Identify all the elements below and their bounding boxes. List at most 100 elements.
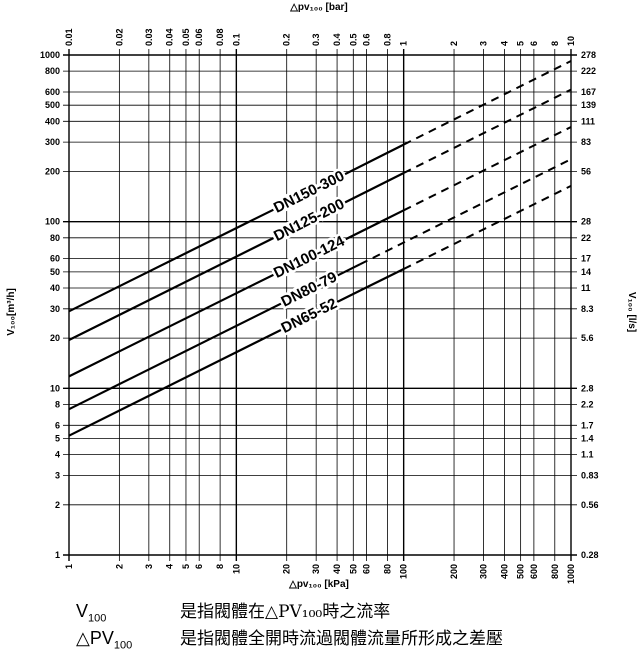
x-bottom-tick-label: 1 [64, 564, 74, 569]
y-left-tick-label: 10 [50, 383, 60, 393]
y-right-tick-label: 56 [581, 166, 591, 176]
x-bottom-tick-label: 10 [231, 564, 241, 574]
y-right-tick-label: 22 [581, 233, 591, 243]
y-right-tick-label: 167 [581, 87, 596, 97]
x-top-tick-label: 4 [499, 41, 509, 46]
x-top-tick-label: 1 [399, 41, 409, 46]
y-right-tick-label: 0.83 [581, 470, 599, 480]
bottom-axis-title: △pv₁₀₀ [kPa] [288, 579, 349, 590]
x-top-tick-label: 0.3 [311, 33, 321, 46]
y-left-tick-label: 20 [50, 333, 60, 343]
x-bottom-tick-label: 1000 [566, 564, 576, 584]
grid [63, 49, 577, 561]
y-right-tick-label: 1.7 [581, 420, 594, 430]
series-line-dn150-300 [68, 143, 405, 313]
series-line-dashed-dn100-124 [403, 126, 572, 212]
right-axis-title: V₁₀₀ [l/s] [626, 292, 637, 332]
series-line-dashed-dn150-300 [403, 60, 572, 146]
x-top-tick-label: 0.2 [282, 33, 292, 46]
x-bottom-tick-label: 80 [382, 564, 392, 574]
x-top-tick-label: 0.6 [362, 33, 372, 46]
x-top-tick-label: 0.06 [194, 28, 204, 46]
y-right-tick-label: 8.3 [581, 304, 594, 314]
x-bottom-tick-label: 3 [144, 564, 154, 569]
x-bottom-tick-label: 30 [311, 564, 321, 574]
legend-text: 是指閥體全開時流過閥體流量所形成之差壓 [180, 629, 503, 649]
series-line-dn65-52 [68, 268, 405, 437]
y-left-tick-label: 60 [50, 254, 60, 264]
y-right-tick-label: 1.4 [581, 434, 594, 444]
x-top-tick-label: 2 [449, 41, 459, 46]
x-bottom-tick-label: 60 [362, 564, 372, 574]
x-bottom-tick-label: 400 [499, 564, 509, 579]
series-line-dn80-79 [68, 263, 361, 411]
curves: DN150-300DN125-200DN100-124DN80-79DN65-5… [68, 60, 572, 437]
series-line-dashed-dn80-79 [359, 158, 572, 266]
series-line-dashed-dn65-52 [403, 185, 572, 270]
x-top-tick-label: 0.4 [332, 33, 342, 46]
y-left-tick-label: 4 [55, 450, 60, 460]
y-right-tick-label: 139 [581, 100, 596, 110]
series-line-dn100-124 [68, 209, 405, 378]
y-right-tick-label: 0.56 [581, 500, 599, 510]
y-left-tick-label: 6 [55, 420, 60, 430]
x-bottom-tick-label: 500 [516, 564, 526, 579]
legend-text: 是指閥體在△PV₁₀₀時之流率 [180, 602, 391, 622]
y-right-tick-label: 2.2 [581, 399, 594, 409]
y-left-tick-label: 1 [55, 550, 60, 560]
x-bottom-tick-label: 40 [332, 564, 342, 574]
y-right-tick-label: 0.28 [581, 550, 599, 560]
x-top-tick-label: 0.1 [231, 33, 241, 46]
y-right-tick-label: 5.6 [581, 333, 594, 343]
x-top-tick-label: 0.05 [181, 28, 191, 46]
x-bottom-tick-label: 5 [181, 564, 191, 569]
y-left-tick-label: 800 [45, 66, 60, 76]
y-right-tick-label: 17 [581, 254, 591, 264]
x-bottom-tick-label: 2 [114, 564, 124, 569]
x-top-tick-label: 0.02 [114, 28, 124, 46]
y-left-tick-label: 40 [50, 283, 60, 293]
y-right-tick-label: 278 [581, 50, 596, 60]
y-right-tick-label: 2.8 [581, 383, 594, 393]
y-right-tick-label: 1.1 [581, 450, 594, 460]
y-left-tick-label: 3 [55, 470, 60, 480]
y-right-tick-label: 83 [581, 137, 591, 147]
x-bottom-tick-label: 100 [399, 564, 409, 579]
x-top-tick-label: 6 [529, 41, 539, 46]
legend-row-velocity: V100 是指閥體在△PV₁₀₀時之流率 [76, 597, 390, 625]
y-right-tick-label: 11 [581, 283, 591, 293]
x-bottom-tick-label: 200 [449, 564, 459, 579]
left-axis-title: V₁₀₀[m³/h] [6, 288, 17, 336]
y-left-tick-label: 2 [55, 500, 60, 510]
y-left-tick-label: 5 [55, 434, 60, 444]
x-top-tick-label: 3 [479, 41, 489, 46]
x-bottom-tick-label: 600 [529, 564, 539, 579]
y-left-tick-label: 400 [45, 116, 60, 126]
y-left-tick-label: 300 [45, 137, 60, 147]
x-top-tick-label: 0.08 [215, 28, 225, 46]
series-line-dn125-200 [68, 172, 405, 341]
x-bottom-tick-label: 300 [479, 564, 489, 579]
x-bottom-tick-label: 4 [165, 564, 175, 569]
y-left-tick-label: 80 [50, 233, 60, 243]
x-bottom-tick-label: 20 [282, 564, 292, 574]
x-top-tick-label: 0.01 [64, 28, 74, 46]
x-top-tick-label: 0.04 [165, 28, 175, 46]
x-top-tick-label: 0.03 [144, 28, 154, 46]
series-line-dashed-dn125-200 [403, 88, 572, 174]
x-bottom-tick-label: 8 [215, 564, 225, 569]
y-right-tick-label: 28 [581, 217, 591, 227]
x-top-tick-label: 10 [566, 36, 576, 46]
tick-labels: 1 2 3 4 5 6 8 10 20 30 40 50 60 80 100 200 300 400 500 600 8… [40, 28, 599, 584]
y-left-tick-label: 500 [45, 100, 60, 110]
x-bottom-tick-label: 800 [550, 564, 560, 579]
legend-symbol: △PV100 [76, 628, 133, 652]
y-left-tick-label: 100 [45, 217, 60, 227]
y-left-tick-label: 1000 [40, 50, 60, 60]
y-right-tick-label: 14 [581, 267, 591, 277]
x-top-tick-label: 5 [516, 41, 526, 46]
legend-symbol: V100 [76, 601, 107, 625]
x-top-tick-label: 8 [550, 41, 560, 46]
y-left-tick-label: 600 [45, 87, 60, 97]
